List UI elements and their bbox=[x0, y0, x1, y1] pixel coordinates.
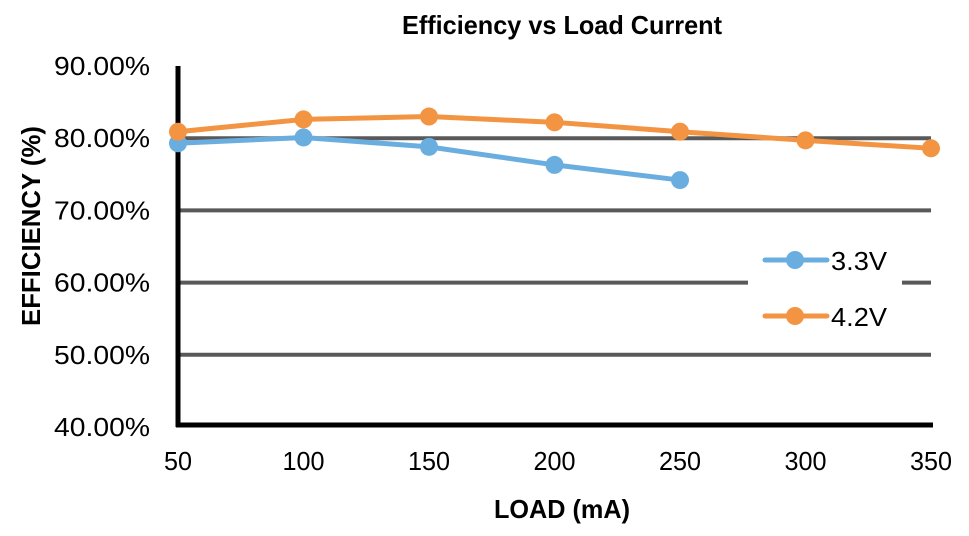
x-tick-label: 150 bbox=[408, 446, 450, 476]
chart-title: Efficiency vs Load Current bbox=[402, 10, 722, 40]
y-tick-label: 80.00% bbox=[54, 123, 150, 153]
x-tick-label: 350 bbox=[910, 446, 952, 476]
series-group bbox=[169, 107, 940, 190]
data-point bbox=[545, 113, 564, 132]
y-tick-label: 70.00% bbox=[54, 195, 150, 225]
data-point bbox=[294, 110, 313, 129]
series-3.3V bbox=[169, 128, 689, 190]
x-axis-label: LOAD (mA) bbox=[494, 494, 630, 524]
data-point bbox=[671, 171, 689, 190]
x-tick-label: 250 bbox=[659, 446, 701, 476]
y-tick-label: 90.00% bbox=[54, 51, 150, 81]
y-axis-label: EFFICIENCY (%) bbox=[16, 126, 46, 326]
data-point bbox=[420, 137, 438, 156]
legend-marker bbox=[786, 251, 804, 269]
data-point bbox=[922, 139, 940, 158]
legend-background bbox=[748, 240, 902, 340]
data-point bbox=[420, 107, 438, 126]
x-tick-label: 300 bbox=[785, 446, 827, 476]
legend-label: 4.2V bbox=[831, 302, 888, 332]
x-tick-label: 100 bbox=[283, 446, 325, 476]
y-axis-ticks: 40.00% 50.00% 60.00% 70.00% 80.00% 90.00% bbox=[54, 51, 150, 442]
x-axis-ticks: 50 100 150 200 250 300 350 bbox=[164, 446, 952, 476]
data-point bbox=[671, 122, 689, 141]
x-tick-label: 50 bbox=[164, 446, 192, 476]
series-4.2V bbox=[169, 107, 940, 158]
legend-label: 3.3V bbox=[831, 246, 888, 276]
y-tick-label: 60.00% bbox=[54, 268, 150, 298]
data-point bbox=[545, 155, 564, 174]
y-tick-label: 40.00% bbox=[54, 412, 150, 442]
legend-item: 3.3V bbox=[762, 246, 888, 276]
legend: 3.3V 4.2V bbox=[762, 246, 888, 332]
data-point bbox=[169, 122, 187, 141]
legend-marker bbox=[786, 307, 804, 325]
legend-item: 4.2V bbox=[762, 302, 888, 332]
data-point bbox=[796, 131, 815, 150]
y-tick-label: 50.00% bbox=[54, 340, 150, 370]
x-tick-label: 200 bbox=[534, 446, 576, 476]
data-point bbox=[294, 128, 313, 147]
